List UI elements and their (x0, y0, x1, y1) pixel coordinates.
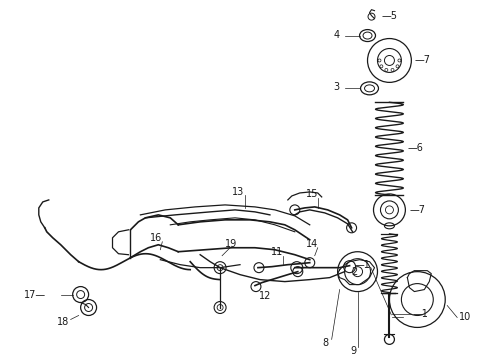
Text: 14: 14 (306, 239, 318, 249)
Text: 4: 4 (334, 30, 340, 40)
Text: —5: —5 (382, 11, 397, 21)
Text: 17—: 17— (24, 289, 46, 300)
Text: 8: 8 (322, 338, 329, 348)
Text: —1: —1 (355, 260, 370, 270)
Text: 13: 13 (232, 187, 244, 197)
Text: 11: 11 (271, 247, 283, 257)
Text: 9: 9 (350, 346, 357, 356)
Text: 16: 16 (150, 233, 163, 243)
Text: —6: —6 (407, 143, 423, 153)
Text: 18: 18 (56, 318, 69, 328)
Text: 3: 3 (334, 82, 340, 93)
Text: —7: —7 (409, 205, 425, 215)
Text: —1: —1 (413, 310, 428, 319)
Text: —7: —7 (415, 55, 430, 66)
Text: 10: 10 (459, 312, 471, 323)
Text: 2: 2 (351, 267, 358, 276)
Text: 12: 12 (259, 291, 271, 301)
Text: 15: 15 (306, 189, 318, 199)
Text: 19: 19 (225, 239, 237, 249)
